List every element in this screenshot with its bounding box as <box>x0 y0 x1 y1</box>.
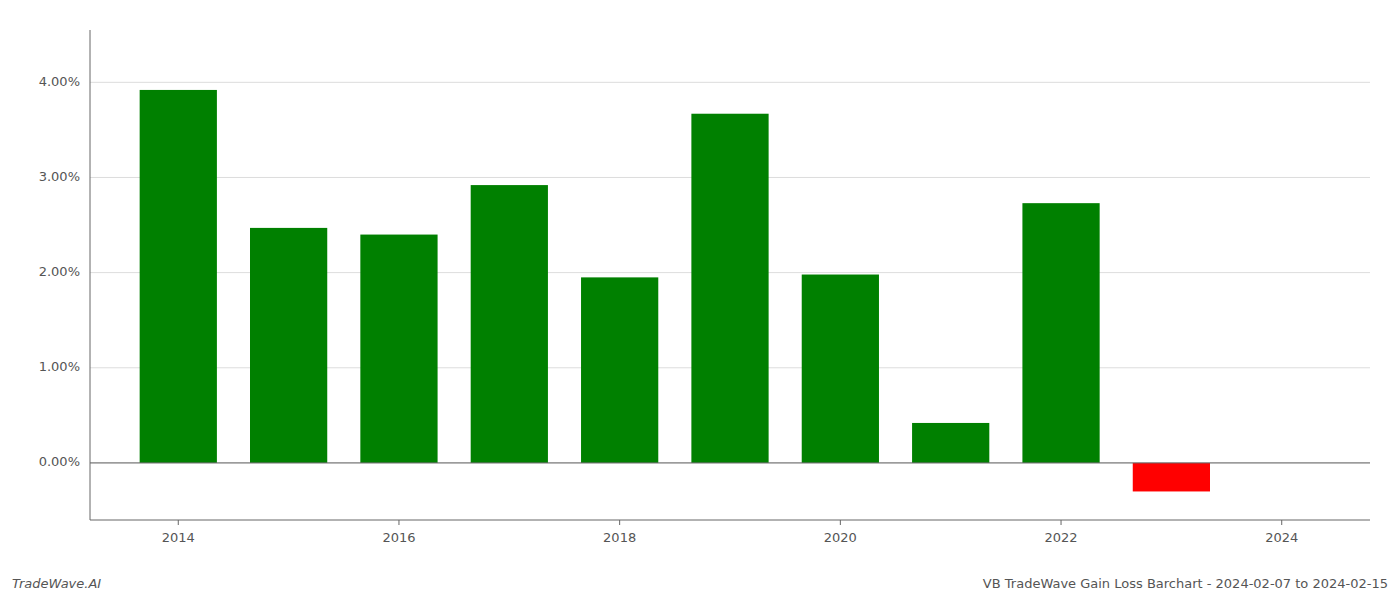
footer-annotation: TradeWave.AI <box>12 576 101 591</box>
y-tick-label: 0.00% <box>39 454 80 469</box>
y-tick-label: 1.00% <box>39 359 80 374</box>
bar <box>1022 203 1099 463</box>
bar <box>802 275 879 463</box>
y-axis-line <box>90 30 91 520</box>
x-tick-label: 2020 <box>824 530 857 545</box>
grid-line <box>90 462 1370 463</box>
bar <box>471 185 548 463</box>
bar <box>691 114 768 463</box>
bars <box>140 90 1210 492</box>
chart-title: VB TradeWave Gain Loss Barchart - 2024-0… <box>983 576 1388 591</box>
x-tick <box>1061 520 1062 525</box>
x-tick <box>619 520 620 525</box>
bar <box>360 235 437 463</box>
grid-line <box>90 82 1370 83</box>
x-tick-label: 2014 <box>162 530 195 545</box>
y-tick-label: 3.00% <box>39 169 80 184</box>
zero-line <box>90 462 1370 463</box>
x-tick <box>178 520 179 525</box>
y-tick-label: 4.00% <box>39 74 80 89</box>
chart-svg: 0.00% 1.00% 2.00% 3.00% 4.00% 2014 2016 2018 202… <box>0 0 1400 600</box>
bar <box>581 277 658 463</box>
bar <box>250 228 327 463</box>
x-tick-label: 2022 <box>1044 530 1077 545</box>
x-axis-line <box>90 520 1370 521</box>
x-tick-label: 2018 <box>603 530 636 545</box>
x-tick <box>1281 520 1282 525</box>
x-tick-label: 2024 <box>1265 530 1298 545</box>
bar <box>140 90 217 463</box>
y-tick-label: 2.00% <box>39 264 80 279</box>
x-tick-label: 2016 <box>382 530 415 545</box>
x-tick <box>840 520 841 525</box>
grid <box>90 82 1370 463</box>
bar <box>912 423 989 463</box>
x-tick <box>398 520 399 525</box>
bar <box>1133 463 1210 492</box>
chart-container: 0.00% 1.00% 2.00% 3.00% 4.00% 2014 2016 2018 202… <box>0 0 1400 600</box>
